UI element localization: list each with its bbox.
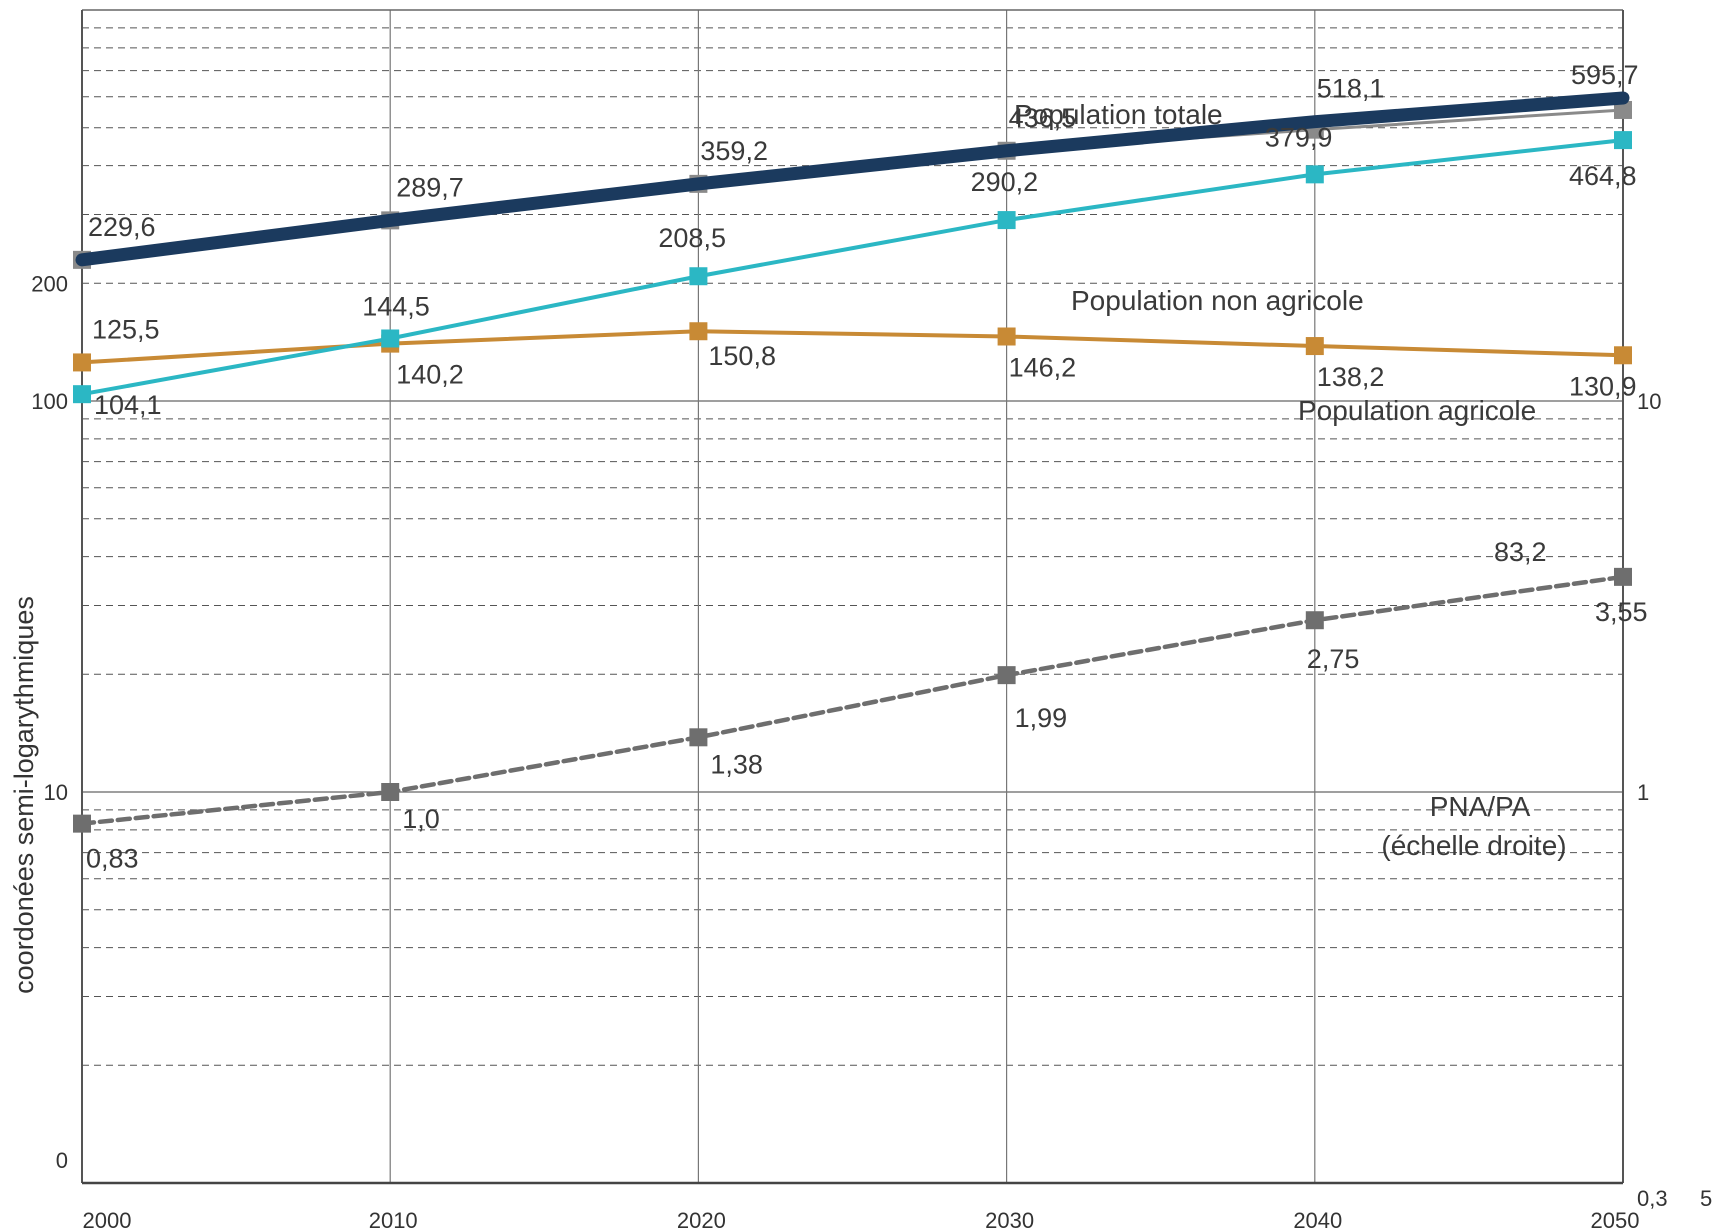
marker-pna-pa bbox=[1305, 611, 1324, 630]
y-left-tick-label: 0 bbox=[56, 1148, 68, 1173]
data-label: 518,1 bbox=[1317, 74, 1385, 104]
data-label: 130,9 bbox=[1569, 371, 1637, 401]
x-tick-label: 2050 bbox=[1591, 1208, 1640, 1232]
marker-pna-pa bbox=[73, 814, 91, 833]
data-label: 229,6 bbox=[88, 212, 156, 242]
series-line-population-agricole bbox=[80, 329, 1625, 365]
marker-population-non-agricole bbox=[997, 211, 1016, 230]
data-label: 208,5 bbox=[658, 223, 726, 253]
data-label: 146,2 bbox=[1009, 353, 1077, 383]
x-tick-label: 2020 bbox=[677, 1208, 726, 1232]
y-right-tick-label: 0,3 bbox=[1637, 1186, 1668, 1211]
series-line-population-totale bbox=[75, 91, 1630, 267]
data-label: 144,5 bbox=[362, 291, 430, 321]
data-label: 1,99 bbox=[1015, 703, 1068, 733]
series-line-population-non-agricole bbox=[80, 138, 1625, 397]
grid bbox=[82, 10, 1624, 1183]
data-label: 379,9 bbox=[1265, 122, 1333, 152]
series-label-population-agricole: Population agricole bbox=[1298, 395, 1536, 426]
series-label-population-totale: Population totale bbox=[1014, 99, 1223, 130]
x-tick-label: 2010 bbox=[369, 1208, 418, 1232]
series-line-pna-pa bbox=[79, 574, 1626, 826]
marker-population-agricole bbox=[997, 327, 1016, 346]
labels: 229,6 289,7 359,2 436,5 518,1 595,7 104,1 144,5… bbox=[86, 60, 1648, 874]
series-label-population-non-agricole: Population non agricole bbox=[1071, 285, 1364, 316]
data-label: 290,2 bbox=[971, 167, 1039, 197]
x-tick-label: 2000 bbox=[83, 1208, 132, 1232]
marker-grey bbox=[1614, 100, 1632, 119]
y-left-tick-label: 10 bbox=[44, 780, 68, 805]
marker-population-agricole bbox=[1614, 346, 1632, 365]
data-label: 125,5 bbox=[92, 314, 160, 344]
marker-population-agricole bbox=[73, 353, 91, 372]
marker-pna-pa bbox=[689, 728, 708, 747]
series-label-pna-pa: PNA/PA bbox=[1430, 791, 1531, 822]
series-line-grey bbox=[81, 108, 1624, 262]
data-label: 2,75 bbox=[1307, 644, 1360, 674]
data-label: 359,2 bbox=[700, 136, 768, 166]
marker-population-non-agricole bbox=[73, 385, 91, 404]
data-label: 1,0 bbox=[402, 804, 440, 834]
marker-population-non-agricole bbox=[689, 267, 708, 286]
y-left-tick-label: 200 bbox=[31, 271, 68, 296]
series bbox=[73, 91, 1632, 833]
y-axis-title: coordonées semi-logarythmiques bbox=[9, 596, 39, 994]
x-tick-label: 2040 bbox=[1293, 1208, 1342, 1232]
marker-population-non-agricole bbox=[1305, 165, 1324, 184]
marker-pna-pa bbox=[997, 666, 1016, 685]
data-label: 464,8 bbox=[1569, 161, 1637, 191]
data-label: 289,7 bbox=[396, 172, 464, 202]
marker-pna-pa bbox=[381, 783, 400, 801]
data-label: 436,5 bbox=[1009, 103, 1077, 133]
data-label: 150,8 bbox=[708, 341, 776, 371]
y-right-tick-label: 10 bbox=[1637, 389, 1661, 414]
y-right-tick-label: 1 bbox=[1637, 780, 1649, 805]
data-label: 140,2 bbox=[396, 360, 464, 390]
data-label: 138,2 bbox=[1317, 362, 1385, 392]
data-label: 0,83 bbox=[86, 844, 139, 874]
marker-pna-pa bbox=[1614, 567, 1632, 586]
marker-population-non-agricole bbox=[381, 329, 400, 348]
x-tick-label: 2030 bbox=[985, 1208, 1034, 1232]
y-right-extra-label: 5 bbox=[1700, 1186, 1712, 1211]
marker-population-agricole bbox=[689, 322, 708, 341]
series-label-pna-pa-scale: (échelle droite) bbox=[1381, 830, 1566, 861]
y-left-tick-label: 100 bbox=[31, 389, 68, 414]
annotation-label: 83,2 bbox=[1494, 537, 1547, 567]
data-label: 104,1 bbox=[94, 390, 162, 420]
marker-population-agricole bbox=[1305, 337, 1324, 356]
marker-population-non-agricole bbox=[1614, 131, 1632, 150]
data-label: 595,7 bbox=[1571, 60, 1639, 90]
data-label: 3,55 bbox=[1595, 597, 1648, 627]
data-label: 1,38 bbox=[710, 749, 763, 779]
